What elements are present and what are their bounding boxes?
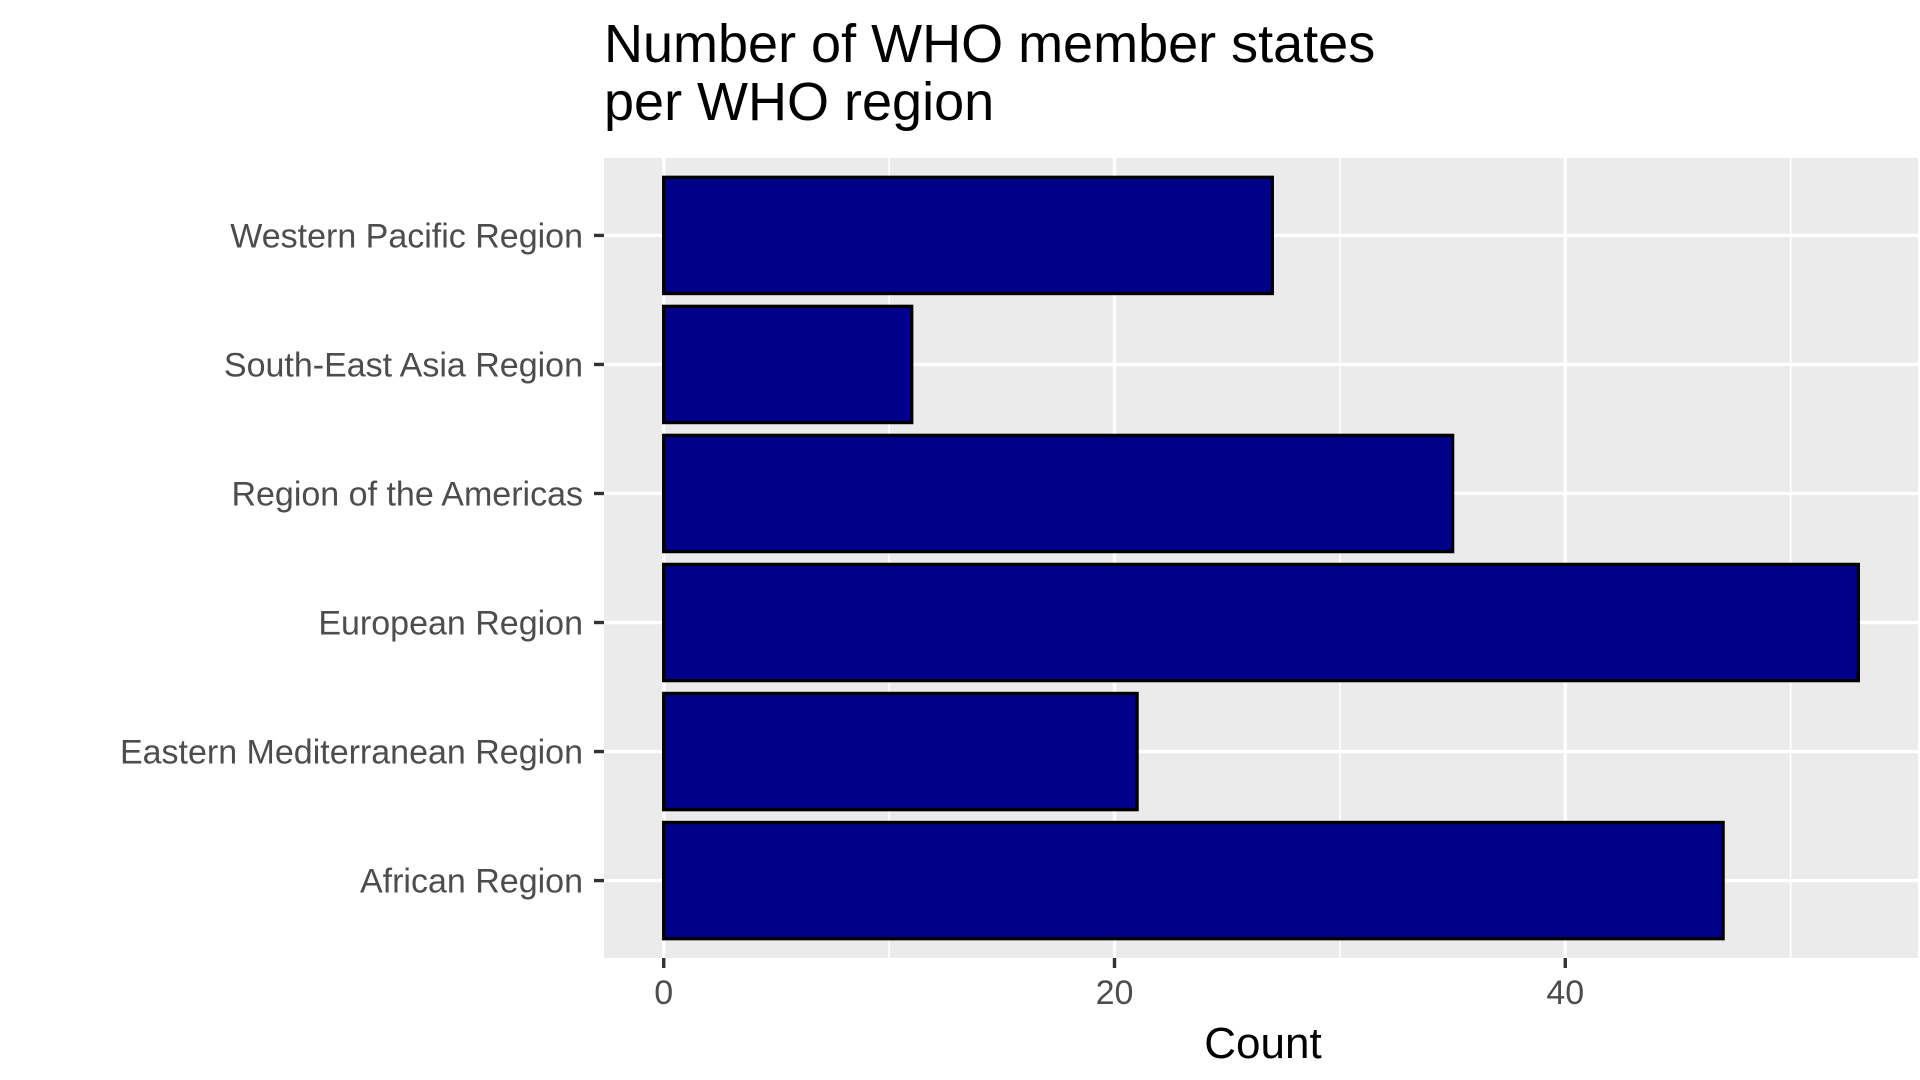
y-tick-label: South-East Asia Region xyxy=(224,346,583,384)
y-tick-label: Eastern Mediterranean Region xyxy=(120,734,583,772)
bar-south-east-asia-region xyxy=(662,304,914,425)
bar-region-of-the-americas xyxy=(662,433,1455,554)
bar-african-region xyxy=(662,820,1725,941)
x-tick-label: 40 xyxy=(1546,974,1584,1012)
chart-title-line-2: per WHO region xyxy=(604,72,994,132)
y-tick-label: African Region xyxy=(360,863,583,901)
bar-european-region xyxy=(662,562,1860,683)
x-axis: 0 20 40 xyxy=(654,958,1584,1012)
y-tick-label: Western Pacific Region xyxy=(230,217,583,255)
y-tick-label: European Region xyxy=(318,605,583,643)
x-tick-label: 20 xyxy=(1096,974,1134,1012)
bars xyxy=(662,175,1860,941)
y-axis: African Region Eastern Mediterranean Regi… xyxy=(120,217,604,901)
y-tick-label: Region of the Americas xyxy=(231,475,583,513)
bar-western-pacific-region xyxy=(662,175,1274,296)
x-axis-title: Count xyxy=(1204,1019,1321,1068)
x-tick-label: 0 xyxy=(654,974,673,1012)
bar-eastern-mediterranean-region xyxy=(662,691,1139,812)
chart-title-line-1: Number of WHO member states xyxy=(604,14,1375,74)
